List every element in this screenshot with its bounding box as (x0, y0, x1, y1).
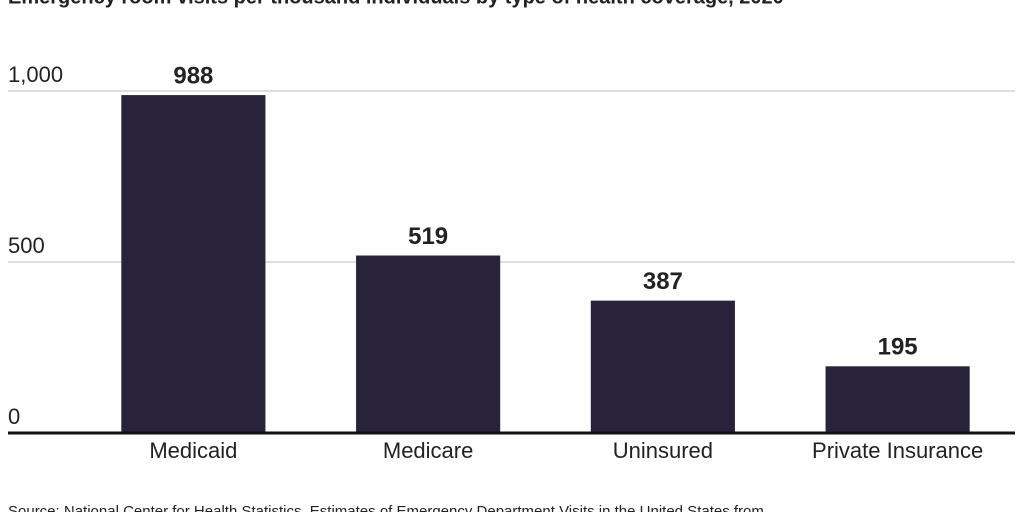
value-label: 519 (408, 223, 448, 250)
chart-title: Emergency room visits per thousand indiv… (8, 0, 784, 8)
y-tick-label: 1,000 (8, 62, 63, 87)
x-tick-label: Medicaid (149, 438, 237, 463)
y-tick-label: 0 (8, 404, 20, 429)
x-tick-label: Private Insurance (812, 438, 983, 463)
bar (356, 255, 501, 433)
bar (825, 366, 970, 433)
bar (121, 95, 266, 433)
value-label: 195 (878, 334, 918, 361)
source-note: Source: National Center for Health Stati… (8, 503, 764, 512)
x-tick-label: Medicare (383, 438, 473, 463)
x-tick-label: Uninsured (613, 438, 713, 463)
value-label: 988 (173, 62, 213, 89)
y-tick-label: 500 (8, 233, 45, 258)
value-label: 387 (643, 268, 683, 295)
bar (590, 300, 735, 433)
